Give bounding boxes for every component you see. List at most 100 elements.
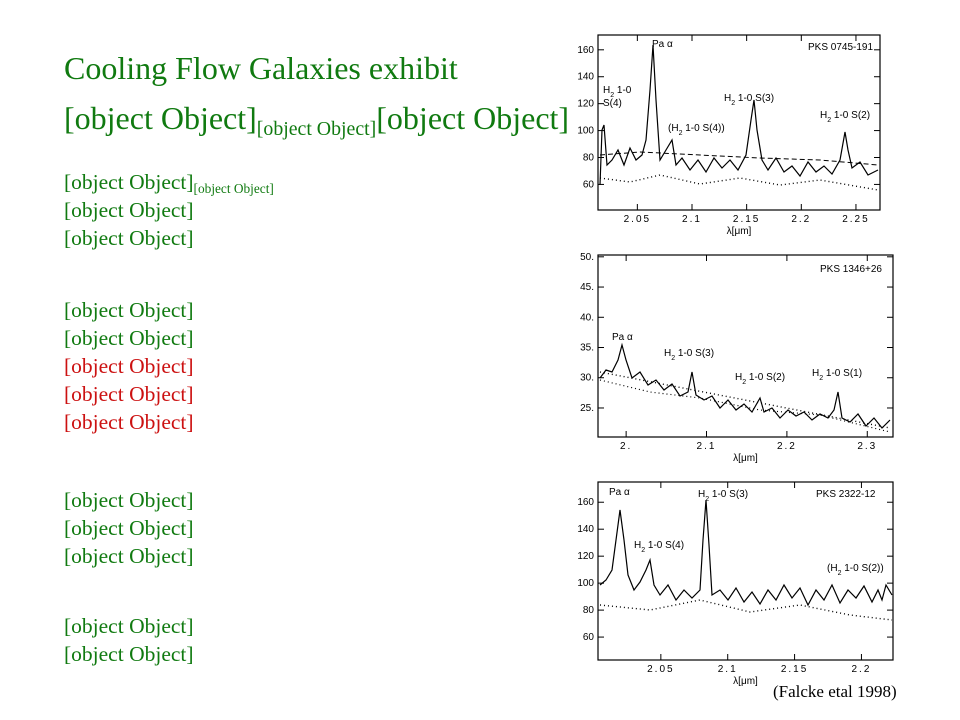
x-tick-label: 2.15	[781, 664, 808, 675]
text-run: [object Object]	[64, 100, 257, 136]
text-run: [object Object]	[64, 642, 194, 666]
text-run: 1-0 S(4)	[645, 540, 684, 551]
y-tick-label: 160	[577, 45, 594, 56]
subscript: 2	[610, 92, 614, 99]
text-run: 1-0 S(3)	[735, 93, 774, 104]
text-run: [object Object]	[64, 198, 194, 222]
plot-frame	[597, 34, 881, 211]
subscript: [object Object]	[193, 180, 274, 196]
spectrum-error	[599, 379, 891, 433]
line-label: H2 1-0 S(3)	[664, 348, 714, 362]
x-axis-label: λ[μm]	[733, 676, 758, 687]
y-tick-label: 120	[577, 99, 594, 110]
x-axis-label: λ[μm]	[733, 453, 758, 464]
spectrum	[599, 342, 891, 429]
text-run: H	[664, 348, 671, 359]
spectrum	[599, 499, 893, 607]
subscript: 2	[838, 570, 842, 577]
subscript: [object Object]	[256, 117, 377, 140]
text-line: [object Object][object Object]	[64, 170, 274, 195]
text-line: [object Object]	[64, 226, 194, 251]
x-tick-label: 2.1	[697, 441, 717, 452]
line-label: H2 1-0 S(1)	[812, 368, 862, 382]
x-axis-label: λ[μm]	[727, 226, 752, 237]
text-line: [object Object]	[64, 382, 194, 407]
line-label: Pa α	[652, 39, 673, 50]
line-label: H2 1-0 S(2)	[735, 372, 785, 386]
subscript: 2	[671, 355, 675, 362]
x-tick-label: 2.15	[733, 214, 760, 225]
line-label: (H2 1-0 S(4))	[668, 123, 725, 137]
text-run: H	[634, 540, 641, 551]
text-run: [object Object]	[64, 614, 194, 638]
x-tick-label: 2.05	[647, 664, 674, 675]
y-tick-label: 160	[577, 497, 594, 508]
y-tick-label: 60	[583, 179, 595, 190]
line-label: H2 1-0 S(2)	[820, 110, 870, 124]
text-run: 1-0 S(3)	[675, 348, 714, 359]
subscript: 2	[827, 117, 831, 124]
line-label: S(4)	[603, 98, 622, 109]
text-run: [object Object]	[64, 410, 194, 434]
x-tick-label: 2.	[620, 441, 632, 452]
subscript: 2	[731, 100, 735, 107]
text-line: [object Object]	[64, 298, 194, 323]
y-tick-label: 30.	[580, 373, 594, 384]
y-tick-label: 60	[583, 632, 595, 643]
x-tick-label: 2.3	[857, 441, 877, 452]
spectrum-fit	[599, 151, 879, 166]
text-run: 1-0	[614, 85, 632, 96]
x-tick-label: 2.2	[777, 441, 797, 452]
text-line: [object Object]	[64, 516, 194, 541]
text-run: 1-0 S(3)	[709, 489, 748, 500]
y-tick-label: 140	[577, 524, 594, 535]
subscript: 2	[742, 379, 746, 386]
text-run: 1-0 S(2)	[831, 110, 870, 121]
text-run: [object Object]	[376, 100, 570, 136]
y-tick-label: 100	[577, 126, 594, 137]
y-tick-label: 120	[577, 551, 594, 562]
text-run: H	[724, 93, 731, 104]
line-label: H2 1-0 S(4)	[634, 540, 684, 554]
plot-frame	[597, 481, 894, 661]
y-tick-label: 80	[583, 153, 595, 164]
text-run: 1-0 S(2)	[746, 372, 785, 383]
line-label: H2 1-0 S(3)	[698, 489, 748, 503]
text-run: H	[603, 85, 610, 96]
x-tick-label: 2.1	[682, 214, 702, 225]
line-label: Pa α	[612, 332, 633, 343]
text-run: Pa α	[652, 39, 673, 50]
y-tick-label: 35.	[580, 343, 594, 354]
spectrum-error	[599, 599, 893, 621]
text-line: [object Object]	[64, 198, 194, 223]
text-run: [object Object]	[64, 298, 194, 322]
line-label: Pa α	[609, 487, 630, 498]
spectrum-error	[599, 174, 879, 191]
line-label: (H2 1-0 S(2))	[827, 563, 884, 577]
text-line: [object Object]	[64, 614, 194, 639]
text-run: [object Object]	[64, 354, 194, 378]
text-run: (H	[827, 563, 838, 574]
source-name: PKS 1346+26	[820, 264, 882, 275]
x-tick-label: 2.25	[842, 214, 869, 225]
text-run: H	[820, 110, 827, 121]
x-tick-label: 2.2	[851, 664, 871, 675]
x-tick-label: 2.05	[624, 214, 651, 225]
y-tick-label: 100	[577, 578, 594, 589]
y-tick-label: 40.	[580, 312, 594, 323]
text-run: [object Object]	[64, 170, 194, 194]
text-run: H	[735, 372, 742, 383]
x-tick-label: 2.1	[718, 664, 738, 675]
text-run: H	[698, 489, 705, 500]
y-tick-label: 25.	[580, 403, 594, 414]
text-run: Pa α	[612, 332, 633, 343]
text-run: [object Object]	[64, 544, 194, 568]
text-run: [object Object]	[64, 488, 194, 512]
text-run: 1-0 S(1)	[823, 368, 862, 379]
y-tick-label: 140	[577, 72, 594, 83]
text-line: [object Object]	[64, 544, 194, 569]
y-tick-label: 45.	[580, 282, 594, 293]
text-run: (H	[668, 123, 679, 134]
